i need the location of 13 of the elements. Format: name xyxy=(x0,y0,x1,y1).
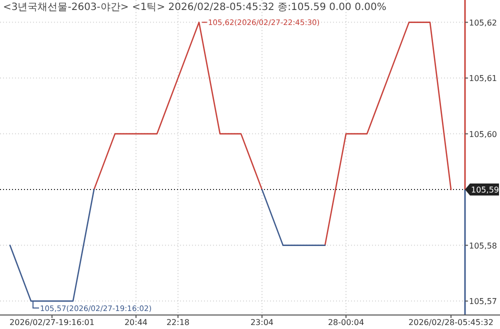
x-tick-label: 28-00:04 xyxy=(328,318,364,327)
x-tick-label: 20:44 xyxy=(124,318,148,327)
x-tick-label: 23:04 xyxy=(250,318,274,327)
y-tick-label: 105,57 xyxy=(469,297,497,306)
y-tick-label: 105,58 xyxy=(469,241,497,250)
y-tick-label: 105,62 xyxy=(469,18,497,28)
chart-title: <3년국채선물-2603-야간> <1틱> 2026/02/28-05:45:32 종:105.59 0.00 0.00% xyxy=(3,2,386,13)
y-tick-label: 105,60 xyxy=(469,130,497,139)
ref-line-label: 105,59 xyxy=(471,186,499,195)
x-tick-label: 2026/02/28-05:45:32 xyxy=(408,318,494,327)
x-tick-label: 2026/02/27-19:16:01 xyxy=(10,318,94,327)
x-tick-label: 22:18 xyxy=(166,318,190,327)
y-tick-label: 105,61 xyxy=(469,74,497,84)
